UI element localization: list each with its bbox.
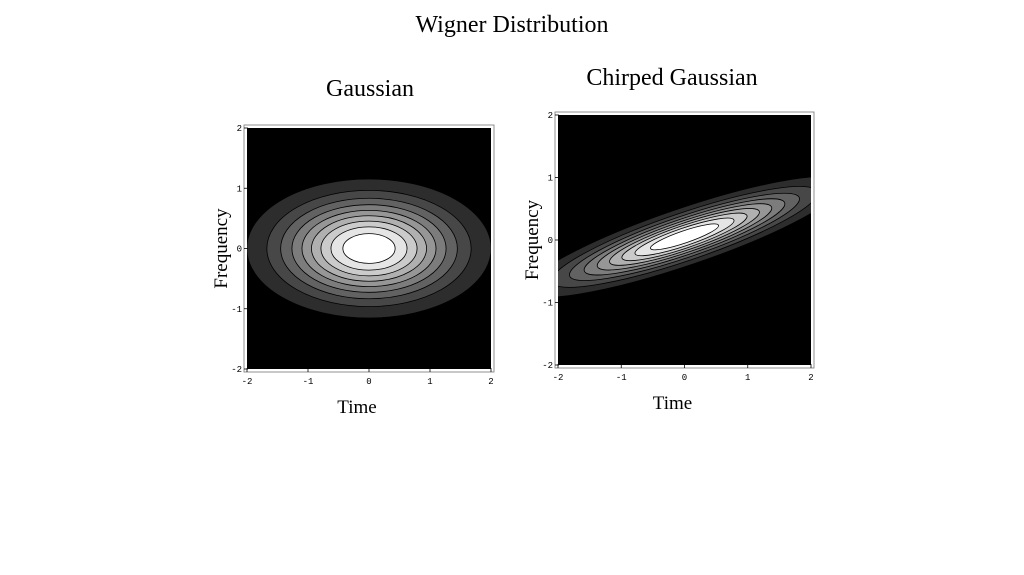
y-tick-label: 0 bbox=[237, 245, 242, 255]
x-tick-label: 0 bbox=[366, 377, 371, 387]
contours bbox=[558, 156, 811, 318]
page-title: Wigner Distribution bbox=[415, 12, 608, 38]
x-tick-label: 2 bbox=[808, 373, 813, 383]
y-tick-label: 1 bbox=[237, 184, 242, 194]
y-tick-label: -2 bbox=[542, 361, 553, 371]
x-tick-label: 2 bbox=[488, 377, 493, 387]
x-tick-label: 1 bbox=[427, 377, 432, 387]
y-tick-label: 2 bbox=[237, 124, 242, 134]
contour-group bbox=[558, 156, 811, 318]
y-axis-label: Frequency bbox=[211, 208, 232, 289]
y-tick-label: -1 bbox=[231, 305, 242, 315]
y-tick-label: 2 bbox=[548, 111, 553, 121]
chart-title: Chirped Gaussian bbox=[586, 65, 757, 91]
y-tick-label: -2 bbox=[231, 365, 242, 375]
x-tick-label: -1 bbox=[616, 373, 627, 383]
chart-title: Gaussian bbox=[326, 76, 414, 102]
x-tick-label: 1 bbox=[745, 373, 750, 383]
y-tick-label: -1 bbox=[542, 299, 553, 309]
y-axis-label: Frequency bbox=[522, 199, 543, 280]
contours bbox=[247, 179, 491, 318]
x-tick-label: 0 bbox=[682, 373, 687, 383]
y-tick-label: 1 bbox=[548, 174, 553, 184]
contour-level bbox=[649, 220, 721, 255]
contour-group bbox=[247, 179, 491, 318]
x-axis-label: Time bbox=[653, 393, 692, 414]
x-tick-label: -1 bbox=[303, 377, 314, 387]
x-axis-label: Time bbox=[337, 397, 376, 418]
x-tick-label: -2 bbox=[553, 373, 564, 383]
contour-level bbox=[343, 234, 395, 264]
x-tick-label: -2 bbox=[242, 377, 253, 387]
y-tick-label: 0 bbox=[548, 236, 553, 246]
